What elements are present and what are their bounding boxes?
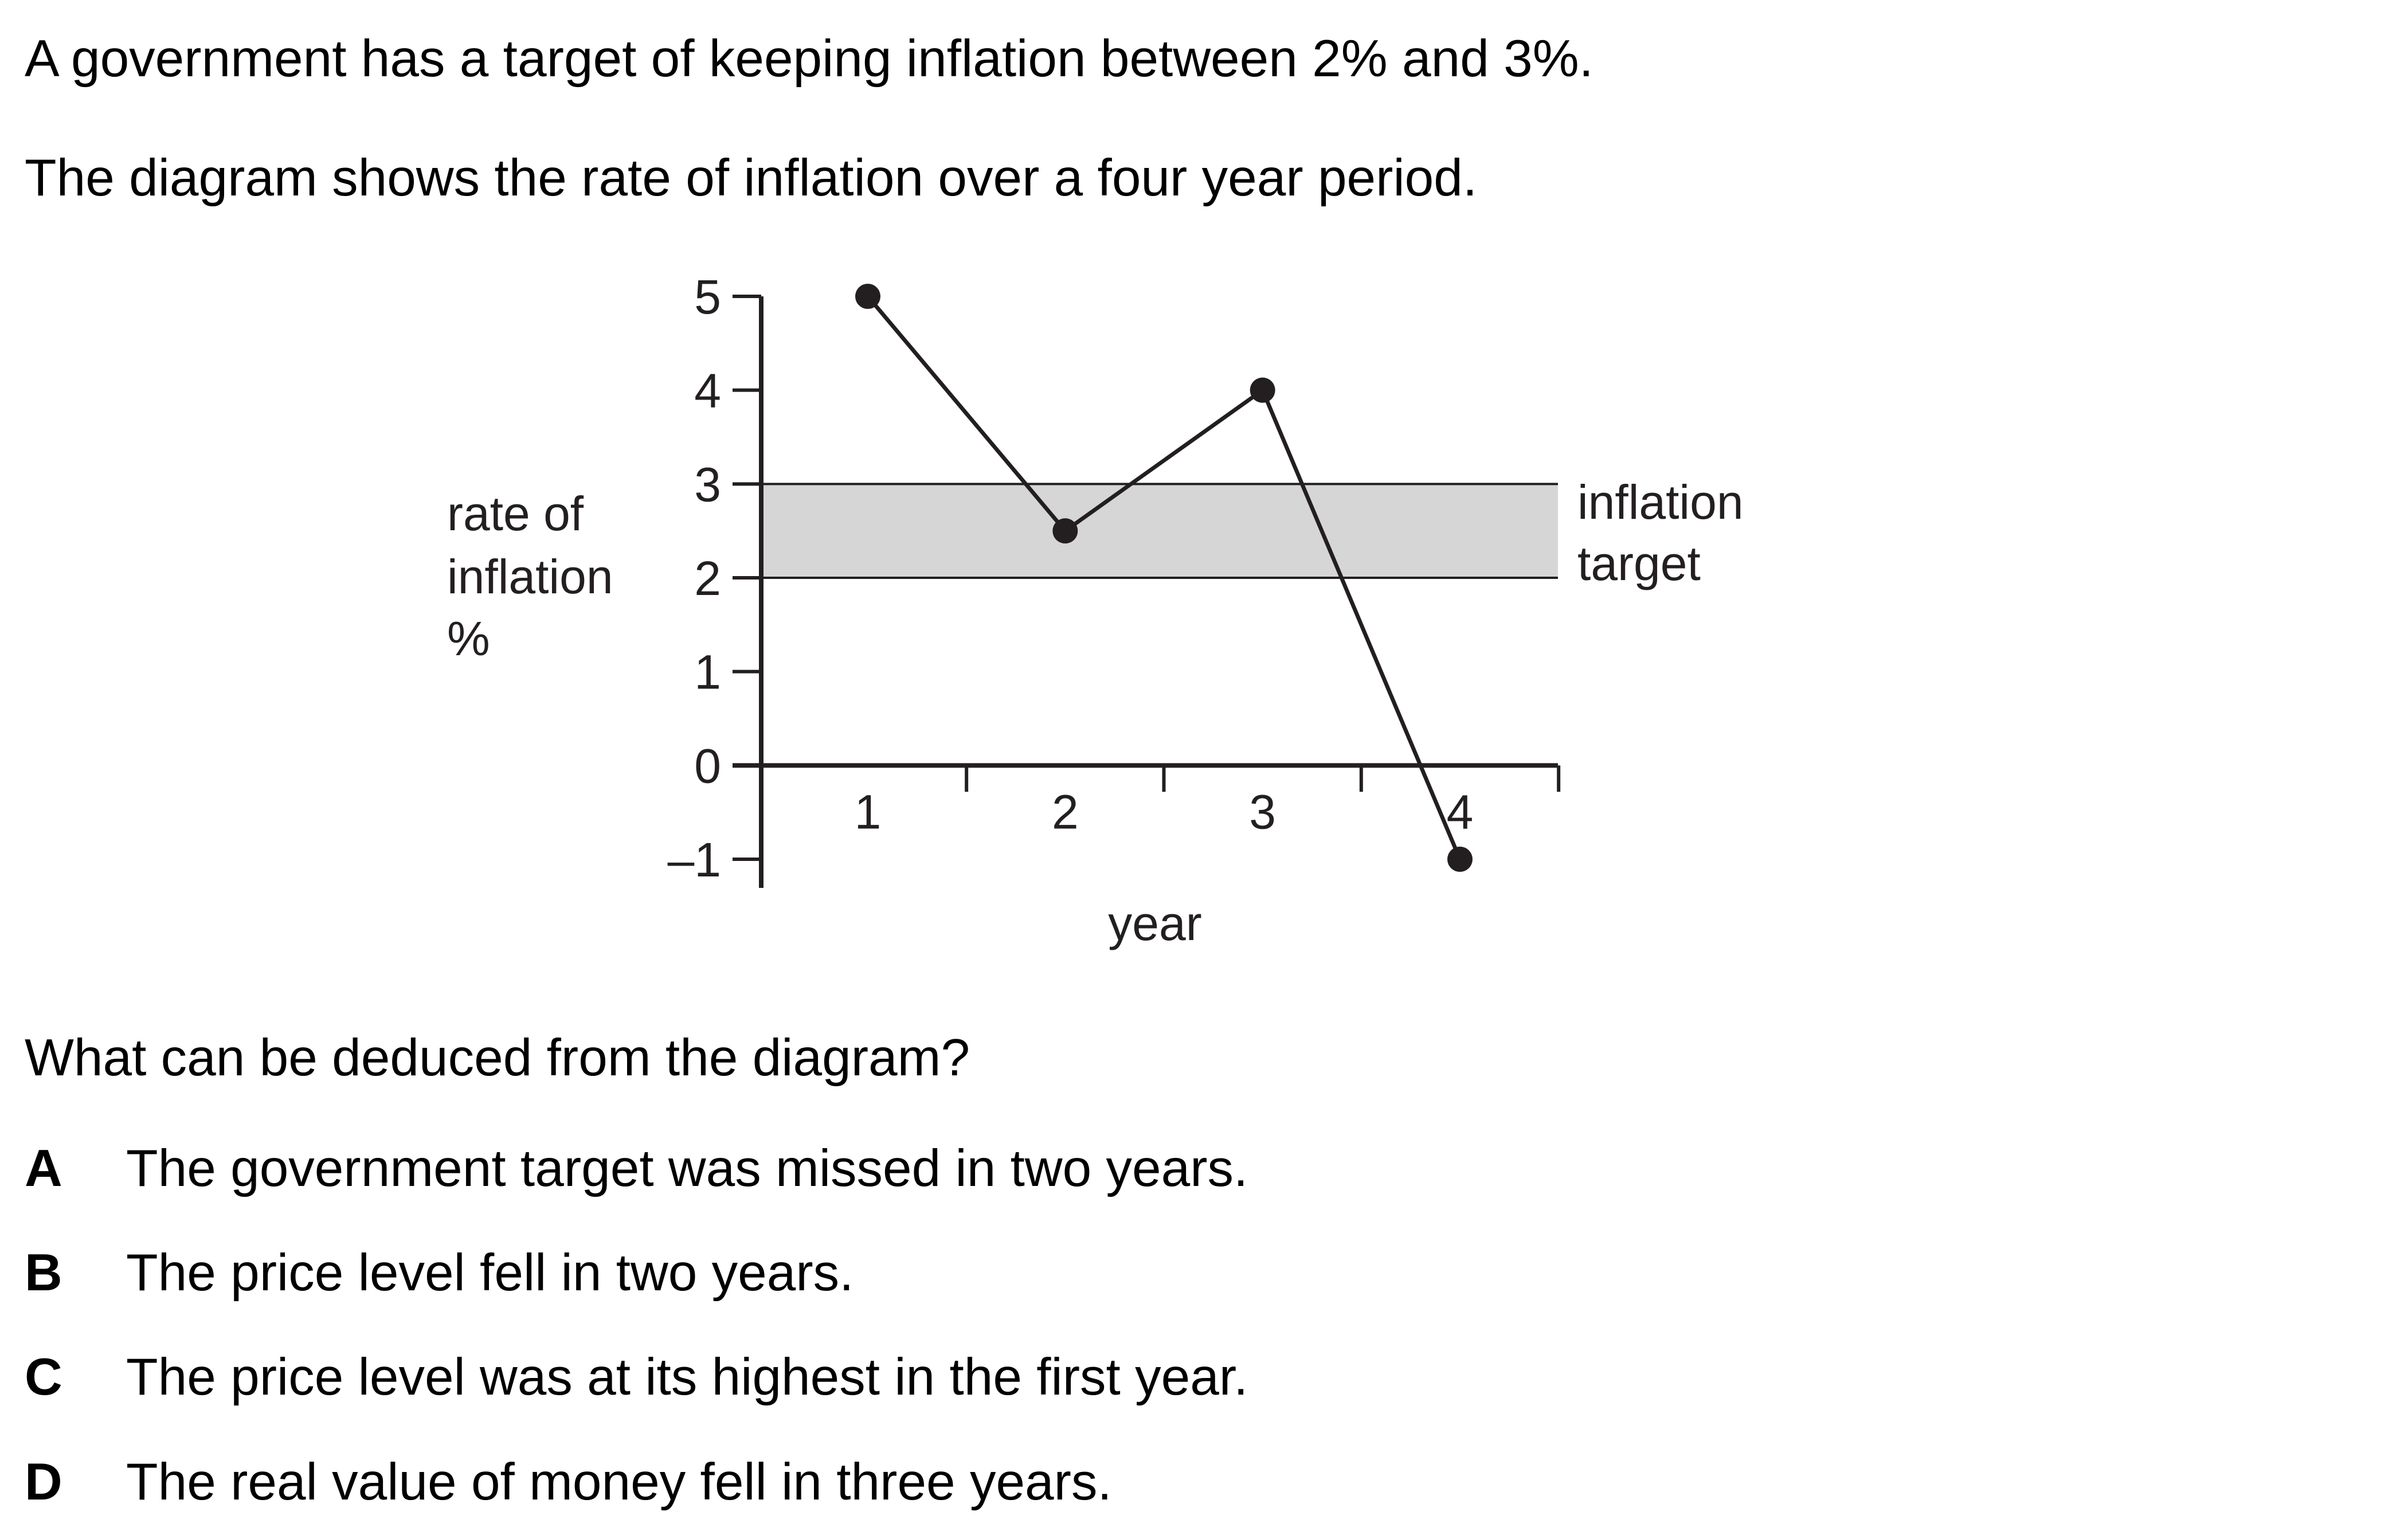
- y-tick-label: 4: [694, 364, 721, 418]
- option-text: The price level fell in two years.: [126, 1244, 854, 1302]
- question-text: What can be deduced from the diagram?: [25, 1029, 970, 1087]
- x-tick-label: 4: [1447, 785, 1474, 839]
- option-text: The government target was missed in two …: [126, 1140, 1248, 1197]
- option-letter: D: [25, 1453, 62, 1511]
- intro-text-line-1: A government has a target of keeping inf…: [25, 30, 1593, 88]
- data-point: [1250, 377, 1275, 403]
- target-band: [761, 484, 1558, 578]
- band-label-line-2: target: [1577, 537, 1701, 590]
- option-letter: B: [25, 1244, 62, 1302]
- series-layer: [855, 284, 1473, 872]
- intro-text-line-2: The diagram shows the rate of inflation …: [25, 149, 1478, 207]
- y-axis-label-line-2: inflation: [447, 550, 613, 604]
- option-letter: A: [25, 1140, 62, 1197]
- y-tick-label: 5: [694, 270, 721, 324]
- target-band-layer: [761, 483, 1558, 579]
- series-line-segment: [1063, 388, 1265, 533]
- option-text: The price level was at its highest in th…: [126, 1348, 1248, 1406]
- option-letter: C: [25, 1348, 62, 1406]
- x-axis-label: year: [1108, 896, 1201, 950]
- y-tick-label: 0: [694, 739, 721, 793]
- data-point: [1052, 518, 1078, 544]
- y-tick-label: –1: [668, 833, 721, 887]
- y-tick-label: 3: [694, 457, 721, 511]
- data-point: [855, 284, 880, 309]
- series-line-segment: [866, 294, 1067, 533]
- option-text: The real value of money fell in three ye…: [126, 1453, 1112, 1511]
- x-tick-label: 1: [855, 785, 882, 839]
- y-tick-label: 2: [694, 551, 721, 605]
- chart-labels: rate of inflation % inflation target yea…: [447, 475, 1744, 950]
- band-label-line-1: inflation: [1577, 475, 1744, 529]
- x-tick-label: 2: [1052, 785, 1079, 839]
- y-axis-label-line-3: %: [447, 612, 490, 665]
- y-tick-label: 1: [694, 645, 721, 699]
- x-tick-label: 3: [1249, 785, 1276, 839]
- y-axis-label-line-1: rate of: [447, 487, 584, 541]
- series-line-segment: [1260, 388, 1462, 862]
- data-point: [1447, 847, 1473, 872]
